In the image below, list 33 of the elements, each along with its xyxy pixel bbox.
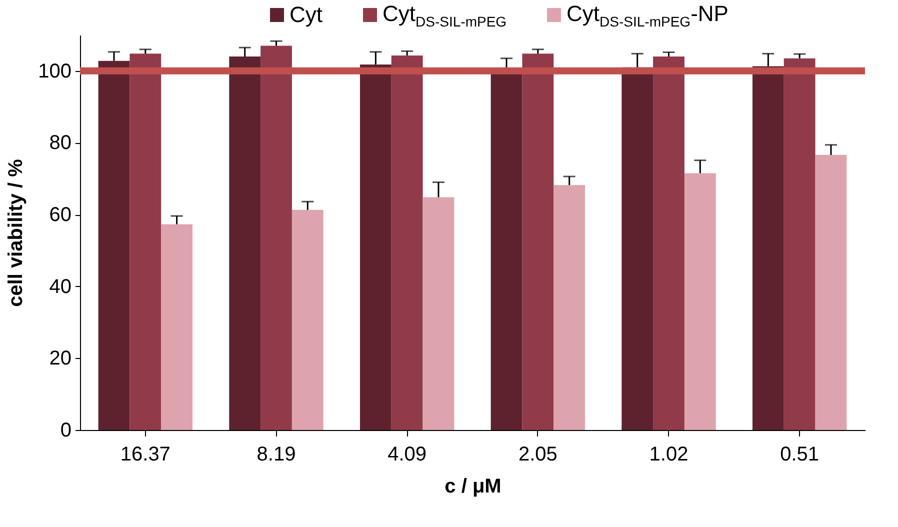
x-tick-label: 1.02 <box>649 444 688 466</box>
bar <box>360 64 392 430</box>
x-axis-title: c / μM <box>444 476 502 498</box>
y-tick-label: 80 <box>49 132 72 154</box>
y-tick-label: 40 <box>49 276 72 298</box>
bar <box>653 56 684 430</box>
y-tick-label: 100 <box>38 60 72 82</box>
bar <box>815 154 847 430</box>
bar <box>522 54 554 430</box>
y-tick-label: 20 <box>49 348 72 370</box>
legend-label: Cyt$_{DS-SIL-mPEG}$-NP <box>566 0 728 30</box>
bar <box>422 197 454 430</box>
bar <box>391 55 423 430</box>
y-tick-label: 60 <box>49 204 72 226</box>
bar <box>554 185 586 430</box>
y-tick-label: 0 <box>60 420 72 442</box>
bar <box>292 210 324 430</box>
x-tick-label: 8.19 <box>256 444 296 466</box>
bar <box>260 46 292 430</box>
bar <box>229 56 261 430</box>
x-tick-label: 16.37 <box>120 444 170 466</box>
x-tick-label: 0.51 <box>780 444 820 466</box>
bar <box>98 60 130 430</box>
legend-label: Cyt$_{DS-SIL-mPEG}$ <box>382 0 507 30</box>
legend-label: Cyt <box>290 2 323 28</box>
y-axis-title: cell viability / % <box>5 158 28 307</box>
x-tick-label: 4.09 <box>388 444 427 466</box>
bar <box>684 173 716 430</box>
x-tick-label: 2.05 <box>518 444 558 466</box>
bar <box>130 54 162 430</box>
bar <box>161 224 193 430</box>
bar <box>752 66 784 430</box>
bar <box>784 58 816 430</box>
